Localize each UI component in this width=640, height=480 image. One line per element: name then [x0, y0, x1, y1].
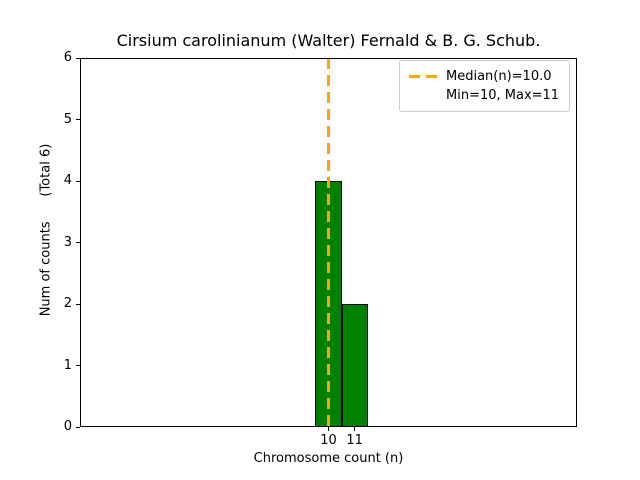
y-tick-mark [76, 242, 80, 243]
y-tick-label: 6 [63, 50, 72, 65]
legend-row-minmax: Min=10, Max=11 [446, 86, 561, 105]
y-tick-label: 3 [63, 234, 72, 250]
y-tick-mark [76, 365, 80, 366]
x-tick-mark [354, 427, 356, 431]
median-line [327, 58, 330, 427]
y-tick-label: 2 [63, 296, 72, 311]
y-tick-mark [76, 119, 80, 120]
y-tick-label: 5 [63, 111, 72, 127]
legend: Median(n)=10.0 Min=10, Max=11 [399, 60, 570, 112]
y-tick-label: 0 [63, 419, 72, 434]
median-line-legend-handle [409, 75, 437, 78]
y-tick-mark [76, 180, 80, 182]
histogram-bar [341, 304, 368, 427]
legend-label-median: Median(n)=10.0 [446, 69, 552, 84]
y-tick-label: 1 [63, 357, 72, 373]
y-tick-mark [76, 426, 80, 428]
legend-label-minmax: Min=10, Max=11 [446, 88, 560, 103]
y-tick-label: 4 [63, 173, 72, 188]
x-tick-mark [328, 427, 329, 431]
y-tick-mark [76, 303, 80, 305]
y-tick-mark [76, 57, 80, 59]
x-axis-label: Chromosome count (n) [253, 451, 404, 466]
x-tick-label: 10 [320, 433, 337, 448]
chart-title: Cirsium carolinianum (Walter) Fernald & … [116, 31, 541, 50]
x-tick-label: 11 [346, 433, 363, 448]
legend-row-median: Median(n)=10.0 [409, 67, 561, 86]
